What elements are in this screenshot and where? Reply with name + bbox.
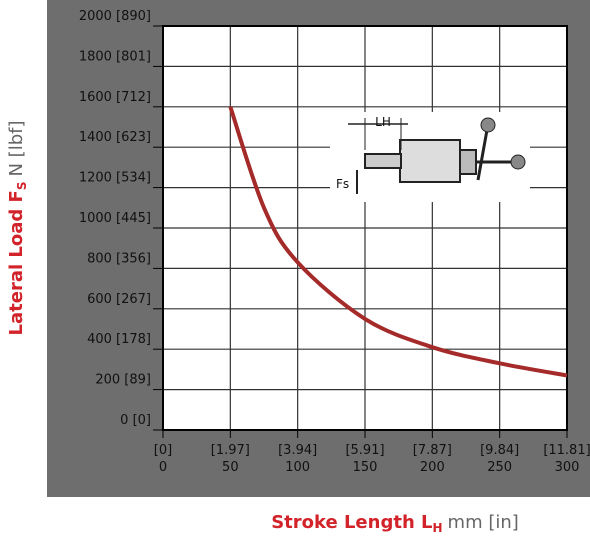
y-tick-label: 600 [267] [87, 292, 151, 307]
x-tick-label: 150 [353, 460, 378, 475]
x-tick-inch-label: [11.81] [543, 443, 590, 458]
y-tick-label: 1200 [534] [79, 171, 151, 186]
x-tick-label: 200 [420, 460, 445, 475]
y-title-unit: N [lbf] [6, 121, 27, 177]
inset-head [460, 150, 476, 174]
inset-stroke-label: LH [375, 115, 391, 129]
x-title-sub: H [433, 521, 443, 535]
x-tick-label: 50 [222, 460, 239, 475]
y-tick-label: 0 [0] [120, 413, 151, 428]
x-title-unit: mm [in] [448, 512, 519, 533]
y-tick-label: 800 [356] [87, 251, 151, 266]
x-tick-inch-label: [1.97] [211, 443, 250, 458]
y-title-sub: S [15, 182, 29, 191]
x-tick-inch-label: [9.84] [480, 443, 519, 458]
y-tick-label: 200 [89] [95, 373, 151, 388]
y-tick-label: 1800 [801] [79, 49, 151, 64]
inset-knob [481, 118, 495, 132]
y-tick-label: 1000 [445] [79, 211, 151, 226]
x-tick-label: 100 [285, 460, 310, 475]
x-title-main: Stroke Length L [271, 512, 432, 533]
inset-knob [511, 155, 525, 169]
y-tick-label: 1400 [623] [79, 130, 151, 145]
inset-force-label: Fs [336, 177, 349, 191]
inset-rod [365, 154, 401, 168]
x-tick-inch-label: [0] [154, 443, 172, 458]
y-title-main: Lateral Load F [6, 190, 27, 335]
y-tick-label: 2000 [890] [79, 9, 151, 24]
y-axis-title: Lateral Load FS N [lbf] [6, 121, 29, 336]
x-tick-label: 0 [159, 460, 167, 475]
x-tick-inch-label: [3.94] [278, 443, 317, 458]
inset-body [400, 140, 460, 182]
x-tick-label: 250 [487, 460, 512, 475]
inset: LH Fs [330, 112, 530, 202]
x-tick-inch-label: [7.87] [413, 443, 452, 458]
chart: LH Fs Stroke Length LHmm [in] Lateral Lo… [0, 0, 590, 542]
x-tick-inch-label: [5.91] [345, 443, 384, 458]
y-tick-label: 1600 [712] [79, 90, 151, 105]
x-tick-label: 300 [555, 460, 580, 475]
y-tick-label: 400 [178] [87, 332, 151, 347]
